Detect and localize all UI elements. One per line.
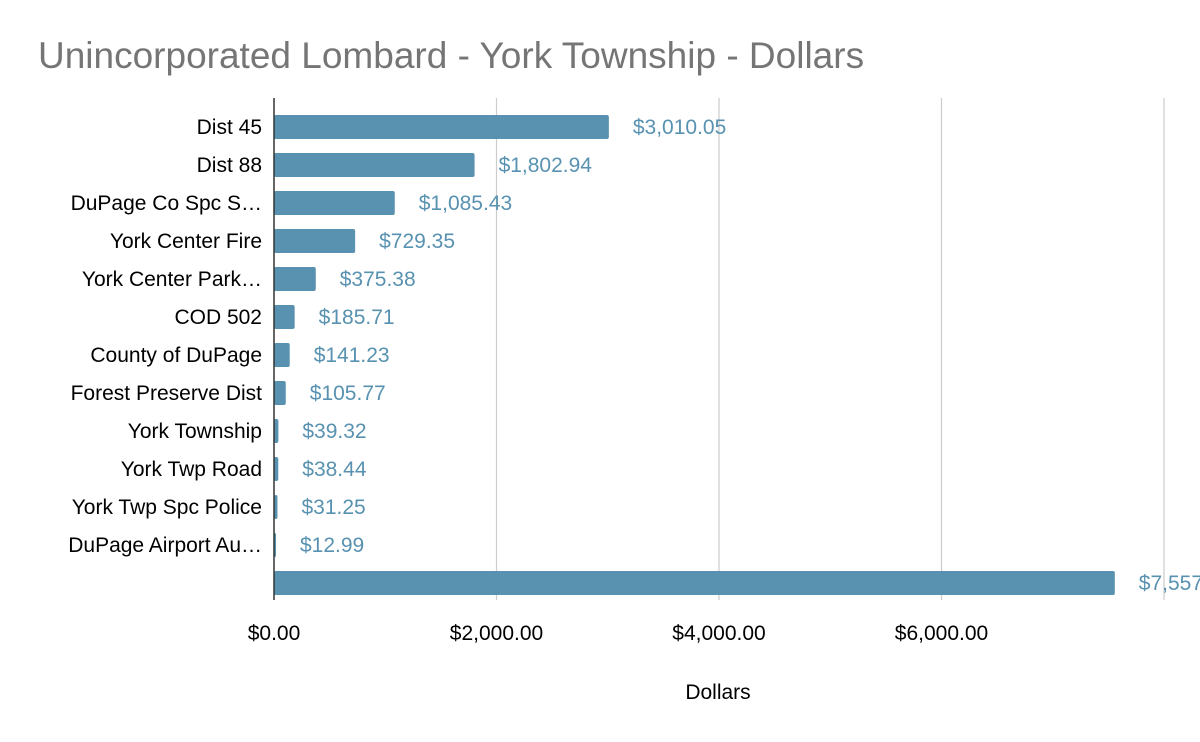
bar [274, 229, 356, 253]
data-label: $185.71 [319, 306, 395, 329]
data-label: $1,085.43 [419, 192, 512, 215]
data-label: $1,802.94 [499, 154, 593, 177]
data-label: $729.35 [379, 230, 455, 253]
x-tick-label: $2,000.00 [450, 622, 543, 645]
bar [274, 343, 290, 367]
x-tick-label: $6,000.00 [895, 622, 988, 645]
data-label: $375.38 [340, 268, 416, 291]
category-label: DuPage Airport Au… [68, 534, 262, 557]
category-label: County of DuPage [90, 344, 262, 367]
data-label: $39.32 [302, 420, 366, 443]
bars [274, 115, 1115, 595]
x-tick-label: $0.00 [248, 622, 301, 645]
data-label: $3,010.05 [633, 116, 726, 139]
category-label: Dist 45 [197, 116, 262, 139]
x-axis-ticks: $0.00 $2,000.00 $4,000.00 $6,000.00 [248, 622, 989, 645]
bar [274, 495, 278, 519]
category-label: York Center Fire [110, 230, 262, 253]
category-label: York Twp Road [121, 458, 262, 481]
category-label: York Twp Spc Police [72, 496, 262, 519]
bar [274, 267, 316, 291]
bar [274, 115, 609, 139]
bar [274, 457, 279, 481]
category-labels: Dist 45 Dist 88 DuPage Co Spc S… York Cente… [68, 116, 262, 557]
data-label: $31.25 [301, 496, 365, 519]
category-label: Forest Preserve Dist [71, 382, 263, 405]
bar [274, 571, 1115, 595]
category-label: York Center Park… [82, 268, 262, 291]
data-label: $12.99 [300, 534, 364, 557]
data-label: $141.23 [314, 344, 390, 367]
category-label: Dist 88 [197, 154, 262, 177]
category-label: COD 502 [174, 306, 262, 329]
category-label: DuPage Co Spc S… [71, 192, 262, 215]
x-axis-title: Dollars [685, 681, 750, 704]
gridlines [495, 98, 1165, 600]
data-label: $38.44 [302, 458, 367, 481]
chart-title: Unincorporated Lombard - York Township -… [38, 35, 864, 76]
data-labels: $3,010.05 $1,802.94 $1,085.43 $729.35 $375.3… [300, 116, 1200, 595]
category-label: York Township [128, 420, 262, 443]
bar [274, 305, 295, 329]
x-tick-label: $4,000.00 [672, 622, 765, 645]
bar [274, 381, 286, 405]
bar [274, 191, 395, 215]
bar [274, 153, 475, 177]
data-label: $7,557.86 [1139, 572, 1200, 595]
bar [274, 419, 279, 443]
data-label: $105.77 [310, 382, 386, 405]
